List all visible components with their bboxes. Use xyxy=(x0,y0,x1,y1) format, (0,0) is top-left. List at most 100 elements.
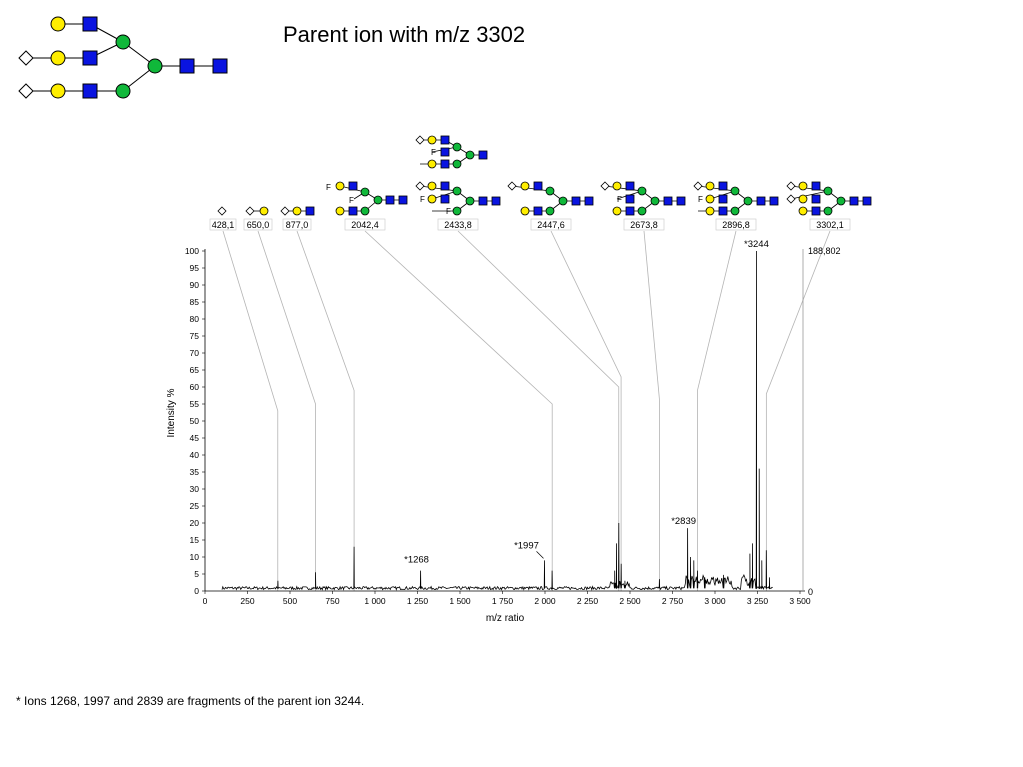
peak-annotation: *1997 xyxy=(514,540,539,551)
glcnac-icon xyxy=(811,194,821,204)
mannose-icon xyxy=(836,196,846,206)
fragment-structures: F F F xyxy=(217,135,872,216)
galactose-icon xyxy=(427,181,437,191)
mannose-icon xyxy=(637,186,647,196)
fragment-label: 3302,1 xyxy=(816,220,844,230)
galactose-icon xyxy=(798,181,808,191)
x-tick-label: 3 250 xyxy=(747,596,769,606)
glcnac-icon xyxy=(440,135,450,145)
glcnac-icon xyxy=(348,181,358,191)
right-axis-top-label: 188,802 xyxy=(808,246,841,256)
y-tick-label: 45 xyxy=(190,433,200,443)
structure-3302 xyxy=(786,181,872,216)
y-tick-label: 70 xyxy=(190,348,200,358)
galactose-icon xyxy=(612,206,622,216)
y-tick-label: 90 xyxy=(190,280,200,290)
sialic-acid-icon xyxy=(18,83,34,99)
glcnac-icon xyxy=(533,181,543,191)
fragment-label: 2042,4 xyxy=(351,220,379,230)
peak-annotation: *2839 xyxy=(671,516,696,527)
glcnac-icon xyxy=(862,196,872,206)
galactose-icon xyxy=(335,181,345,191)
glcnac-icon xyxy=(82,83,98,99)
x-tick-label: 3 500 xyxy=(789,596,811,606)
glcnac-icon xyxy=(440,181,450,191)
galactose-icon xyxy=(427,135,437,145)
mannose-icon xyxy=(452,206,462,216)
x-tick-label: 1 500 xyxy=(449,596,471,606)
x-axis-label: m/z ratio xyxy=(486,613,525,624)
sialic-acid-icon xyxy=(415,135,425,145)
peak-annotations: *3244 *2839 *1997 *1268 xyxy=(404,239,769,566)
mannose-icon xyxy=(743,196,753,206)
glcnac-icon xyxy=(849,196,859,206)
mass-spectrum-chart: 0 5 10 15 20 25 30 35 40 45 50 55 60 65 70 75 80 85 90 95 10… xyxy=(166,230,841,624)
fragment-label-row: 428,1 650,0 877,0 2042,4 2433,8 2447,6 2… xyxy=(209,218,851,231)
sialic-acid-icon xyxy=(693,181,703,191)
fragment-leader-line xyxy=(222,230,279,591)
mannose-icon xyxy=(452,186,462,196)
y-tick-label: 85 xyxy=(190,297,200,307)
svg-text:F: F xyxy=(326,183,331,192)
glcnac-icon xyxy=(179,58,195,74)
structure-2433-lower: F F xyxy=(415,181,501,216)
sialic-acid-icon xyxy=(600,181,610,191)
galactose-icon xyxy=(259,206,269,216)
y-tick-label: 80 xyxy=(190,314,200,324)
y-axis-ticks: 0 5 10 15 20 25 30 35 40 45 50 55 60 65 70 75 80 85 90 95 10… xyxy=(185,246,205,596)
y-tick-label: 20 xyxy=(190,518,200,528)
glcnac-icon xyxy=(82,16,98,32)
y-tick-label: 25 xyxy=(190,501,200,511)
mannose-icon xyxy=(823,186,833,196)
mannose-icon xyxy=(730,206,740,216)
x-tick-label: 500 xyxy=(283,596,297,606)
fragment-label: 2896,8 xyxy=(722,220,750,230)
glcnac-icon xyxy=(718,194,728,204)
y-tick-label: 15 xyxy=(190,535,200,545)
x-axis-ticks: 0 250 500 750 1 000 1 250 1 500 1 750 2 000 2 250… xyxy=(203,591,811,606)
glcnac-icon xyxy=(440,147,450,157)
glcnac-icon xyxy=(769,196,779,206)
fragment-leader-line xyxy=(364,230,553,591)
glcnac-icon xyxy=(305,206,315,216)
y-tick-label: 60 xyxy=(190,382,200,392)
fragment-leader-line xyxy=(457,230,620,591)
mannose-icon xyxy=(360,206,370,216)
fragment-label: 877,0 xyxy=(286,220,309,230)
glcnac-icon xyxy=(478,196,488,206)
x-tick-label: 2 500 xyxy=(619,596,641,606)
y-tick-label: 5 xyxy=(194,569,199,579)
svg-text:F: F xyxy=(420,195,425,204)
glcnac-icon xyxy=(491,196,501,206)
y-tick-label: 75 xyxy=(190,331,200,341)
glcnac-icon xyxy=(756,196,766,206)
slide-title: Parent ion with m/z 3302 xyxy=(283,22,526,47)
y-tick-label: 65 xyxy=(190,365,200,375)
spectrum-trace xyxy=(221,250,773,591)
fragment-leader-lines xyxy=(222,230,831,591)
structure-2673: F xyxy=(600,181,686,216)
glcnac-icon xyxy=(385,195,395,205)
x-tick-label: 2 750 xyxy=(662,596,684,606)
fragment-leader-line xyxy=(643,230,660,591)
svg-text:F: F xyxy=(617,195,622,204)
y-tick-label: 30 xyxy=(190,484,200,494)
y-tick-label: 35 xyxy=(190,467,200,477)
peak-annotation: *1268 xyxy=(404,555,429,566)
x-tick-label: 750 xyxy=(325,596,339,606)
mannose-icon xyxy=(730,186,740,196)
glcnac-icon xyxy=(625,181,635,191)
glcnac-icon xyxy=(811,181,821,191)
glcnac-icon xyxy=(584,196,594,206)
sialic-acid-icon xyxy=(18,50,34,66)
galactose-icon xyxy=(612,181,622,191)
galactose-icon xyxy=(427,159,437,169)
glcnac-icon xyxy=(625,194,635,204)
galactose-icon xyxy=(50,16,66,32)
glcnac-icon xyxy=(571,196,581,206)
peak-annotation: *3244 xyxy=(744,239,769,250)
mannose-icon xyxy=(360,187,370,197)
mannose-icon xyxy=(115,83,131,99)
y-tick-label: 95 xyxy=(190,263,200,273)
